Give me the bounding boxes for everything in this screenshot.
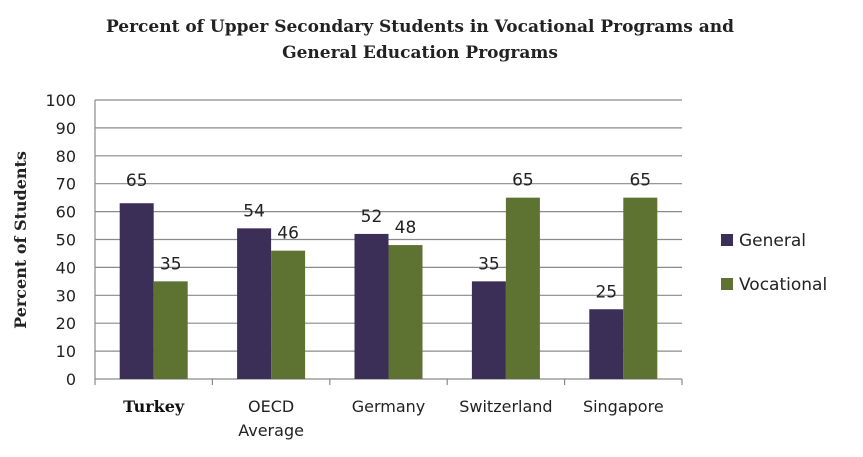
y-tick-label: 60 <box>56 203 76 222</box>
x-category-label: Germany <box>352 397 426 416</box>
data-label: 46 <box>277 224 299 244</box>
y-tick-label: 80 <box>56 147 76 166</box>
bar-vocational-turkey <box>153 281 188 379</box>
legend-label-vocational: Vocational <box>739 275 827 295</box>
data-label: 35 <box>478 254 500 274</box>
bar-vocational-switzerland <box>505 197 540 379</box>
data-label: 52 <box>361 207 383 227</box>
bar-general-singapore <box>589 309 624 379</box>
y-tick-label: 40 <box>56 258 76 277</box>
data-labels: 65 54 52 35 25 35 46 48 65 65 <box>126 171 651 303</box>
data-label: 65 <box>126 171 148 191</box>
y-tick-label: 90 <box>56 119 76 138</box>
chart-title: Percent of Upper Secondary Students in V… <box>40 14 800 66</box>
bar-general-germany <box>354 233 389 379</box>
y-tick-label: 20 <box>56 314 76 333</box>
legend-label-general: General <box>739 231 806 251</box>
bar-general-turkey <box>119 203 154 379</box>
y-tick-label: 100 <box>45 91 76 110</box>
y-axis-ticks: 0 10 20 30 40 50 60 70 80 90 100 <box>45 91 76 389</box>
x-category-label: Switzerland <box>459 397 552 416</box>
y-tick-label: 10 <box>56 342 76 361</box>
bar-general-switzerland <box>471 281 506 379</box>
y-tick-label: 30 <box>56 286 76 305</box>
x-category-label: OECD Average <box>238 397 304 440</box>
data-label: 65 <box>629 171 651 191</box>
chart-title-line-2: General Education Programs <box>282 43 558 63</box>
bar-general-oecd-average <box>237 228 272 379</box>
chart-title-line-1: Percent of Upper Secondary Students in V… <box>105 17 735 37</box>
bar-vocational-singapore <box>623 197 658 379</box>
data-label: 25 <box>595 282 617 302</box>
legend-swatch-vocational <box>721 278 733 290</box>
bar-vocational-oecd-average <box>271 250 306 379</box>
data-label: 48 <box>395 218 417 238</box>
x-category-label: Singapore <box>583 397 664 416</box>
x-category-label: Turkey <box>123 397 185 416</box>
data-label: 65 <box>512 171 534 191</box>
bars <box>119 197 658 379</box>
y-tick-label: 50 <box>56 231 76 250</box>
bar-vocational-germany <box>388 245 423 379</box>
data-label: 54 <box>243 201 265 221</box>
y-tick-label: 0 <box>66 370 76 389</box>
legend: General Vocational <box>721 231 827 295</box>
data-label: 35 <box>160 254 182 274</box>
grid-lines <box>94 99 683 385</box>
legend-swatch-general <box>721 234 733 246</box>
y-tick-label: 70 <box>56 175 76 194</box>
x-axis-categories: Turkey OECD Average Germany Switzerland Singa… <box>123 397 663 440</box>
y-axis-label: Percent of Students <box>11 151 30 329</box>
